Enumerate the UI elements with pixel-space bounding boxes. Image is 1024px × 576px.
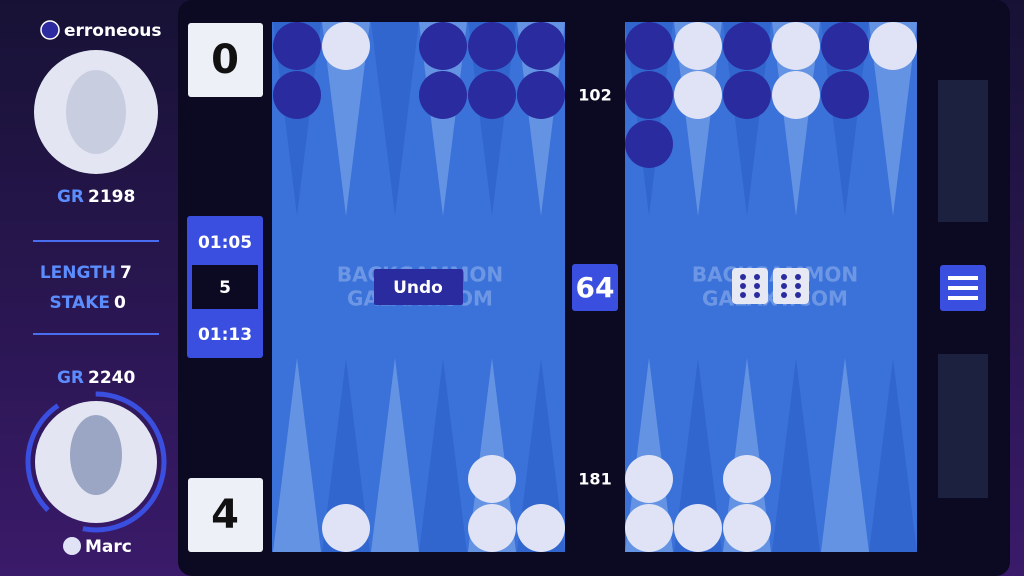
checker <box>419 22 467 70</box>
point <box>371 22 419 216</box>
point <box>517 358 565 552</box>
checker <box>821 22 869 70</box>
bear-off-tray <box>938 80 988 222</box>
menu-icon[interactable] <box>948 276 978 280</box>
die[interactable] <box>732 268 768 304</box>
checker <box>625 504 673 552</box>
stake-label: STAKE <box>50 293 110 313</box>
checkers <box>273 22 917 552</box>
die-pip <box>781 283 787 289</box>
undo-button[interactable] <box>374 269 463 305</box>
checker <box>674 504 722 552</box>
pip-count: 102 <box>578 86 611 105</box>
pip-count: 181 <box>578 470 611 489</box>
checker <box>674 71 722 119</box>
die-pip <box>795 283 801 289</box>
die[interactable] <box>773 268 809 304</box>
dice[interactable] <box>732 268 809 304</box>
bear-off-tray <box>938 354 988 498</box>
point <box>371 358 419 552</box>
die-pip <box>740 283 746 289</box>
player-name: Marc <box>85 537 132 557</box>
length: 7 <box>120 263 132 283</box>
checker <box>625 71 673 119</box>
point <box>674 358 722 552</box>
checker <box>273 71 321 119</box>
checker <box>322 504 370 552</box>
length-label: LENGTH <box>40 263 116 283</box>
player-color-dot <box>63 537 81 555</box>
die-pip <box>740 292 746 298</box>
point <box>772 358 820 552</box>
stake: 0 <box>114 293 126 313</box>
checker <box>723 22 771 70</box>
cube-value[interactable]: 64 <box>576 271 615 304</box>
checker <box>723 455 771 503</box>
die-pip <box>754 292 760 298</box>
point <box>322 22 370 216</box>
checker <box>625 455 673 503</box>
checker <box>821 71 869 119</box>
checker <box>322 22 370 70</box>
checker <box>723 71 771 119</box>
clock-bottom: 01:13 <box>198 325 252 345</box>
checker <box>869 22 917 70</box>
timer-ring <box>25 391 167 533</box>
point <box>869 22 917 216</box>
die-pip <box>781 274 787 280</box>
rating-label: GR <box>57 368 84 388</box>
doubling-cube[interactable] <box>572 264 618 311</box>
checker <box>723 504 771 552</box>
checker <box>468 504 516 552</box>
checker <box>674 22 722 70</box>
delay: 5 <box>219 278 231 298</box>
menu-icon[interactable] <box>948 286 978 290</box>
point <box>273 358 321 552</box>
die-pip <box>740 274 746 280</box>
checker <box>625 22 673 70</box>
checker <box>468 22 516 70</box>
rating-label: GR <box>57 187 84 207</box>
clock-top: 01:05 <box>198 233 252 253</box>
score: 0 <box>211 37 239 83</box>
checker <box>517 71 565 119</box>
checker <box>419 71 467 119</box>
avatar-face <box>66 70 126 154</box>
board-half <box>625 22 917 552</box>
score-box <box>188 478 263 552</box>
die-pip <box>754 283 760 289</box>
rating: 2198 <box>88 187 135 207</box>
menu-icon[interactable] <box>948 296 978 300</box>
checker <box>772 22 820 70</box>
rating: 2240 <box>88 368 135 388</box>
undo-label[interactable]: Undo <box>393 278 443 298</box>
die-pip <box>795 274 801 280</box>
point <box>869 358 917 552</box>
die-pip <box>795 292 801 298</box>
checker <box>468 71 516 119</box>
point <box>322 358 370 552</box>
checker <box>468 455 516 503</box>
score-box <box>188 23 263 97</box>
die-pip <box>781 292 787 298</box>
checker <box>517 504 565 552</box>
checker <box>625 120 673 168</box>
delay-box <box>192 265 258 309</box>
avatar-face <box>70 415 122 495</box>
score: 4 <box>211 492 239 538</box>
checker <box>273 22 321 70</box>
die-pip <box>754 274 760 280</box>
point <box>419 358 467 552</box>
player-color-dot <box>40 20 60 40</box>
checker <box>517 22 565 70</box>
board <box>272 22 917 552</box>
checker <box>772 71 820 119</box>
player-name: erroneous <box>64 21 162 41</box>
point <box>821 358 869 552</box>
